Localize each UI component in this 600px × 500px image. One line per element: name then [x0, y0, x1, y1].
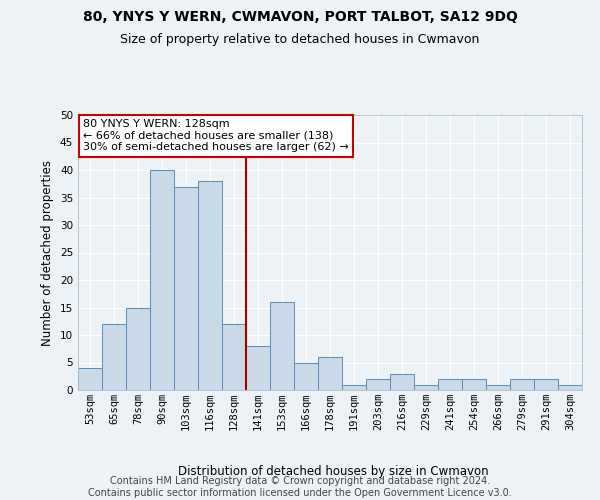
Text: 80 YNYS Y WERN: 128sqm
← 66% of detached houses are smaller (138)
30% of semi-de: 80 YNYS Y WERN: 128sqm ← 66% of detached…: [83, 119, 349, 152]
Text: Size of property relative to detached houses in Cwmavon: Size of property relative to detached ho…: [121, 32, 479, 46]
Bar: [126, 308, 150, 390]
Bar: [390, 374, 414, 390]
Y-axis label: Number of detached properties: Number of detached properties: [41, 160, 55, 346]
Bar: [222, 324, 246, 390]
Text: Contains HM Land Registry data © Crown copyright and database right 2024.
Contai: Contains HM Land Registry data © Crown c…: [88, 476, 512, 498]
Bar: [198, 181, 222, 390]
Bar: [318, 357, 342, 390]
Text: 80, YNYS Y WERN, CWMAVON, PORT TALBOT, SA12 9DQ: 80, YNYS Y WERN, CWMAVON, PORT TALBOT, S…: [83, 10, 517, 24]
Text: Distribution of detached houses by size in Cwmavon: Distribution of detached houses by size …: [178, 464, 488, 477]
Bar: [510, 379, 534, 390]
Bar: [414, 384, 438, 390]
Bar: [462, 379, 486, 390]
Bar: [438, 379, 462, 390]
Bar: [534, 379, 558, 390]
Bar: [366, 379, 390, 390]
Bar: [558, 384, 582, 390]
Bar: [294, 362, 318, 390]
Bar: [246, 346, 270, 390]
Bar: [78, 368, 102, 390]
Bar: [486, 384, 510, 390]
Bar: [102, 324, 126, 390]
Bar: [174, 186, 198, 390]
Bar: [342, 384, 366, 390]
Bar: [150, 170, 174, 390]
Bar: [270, 302, 294, 390]
